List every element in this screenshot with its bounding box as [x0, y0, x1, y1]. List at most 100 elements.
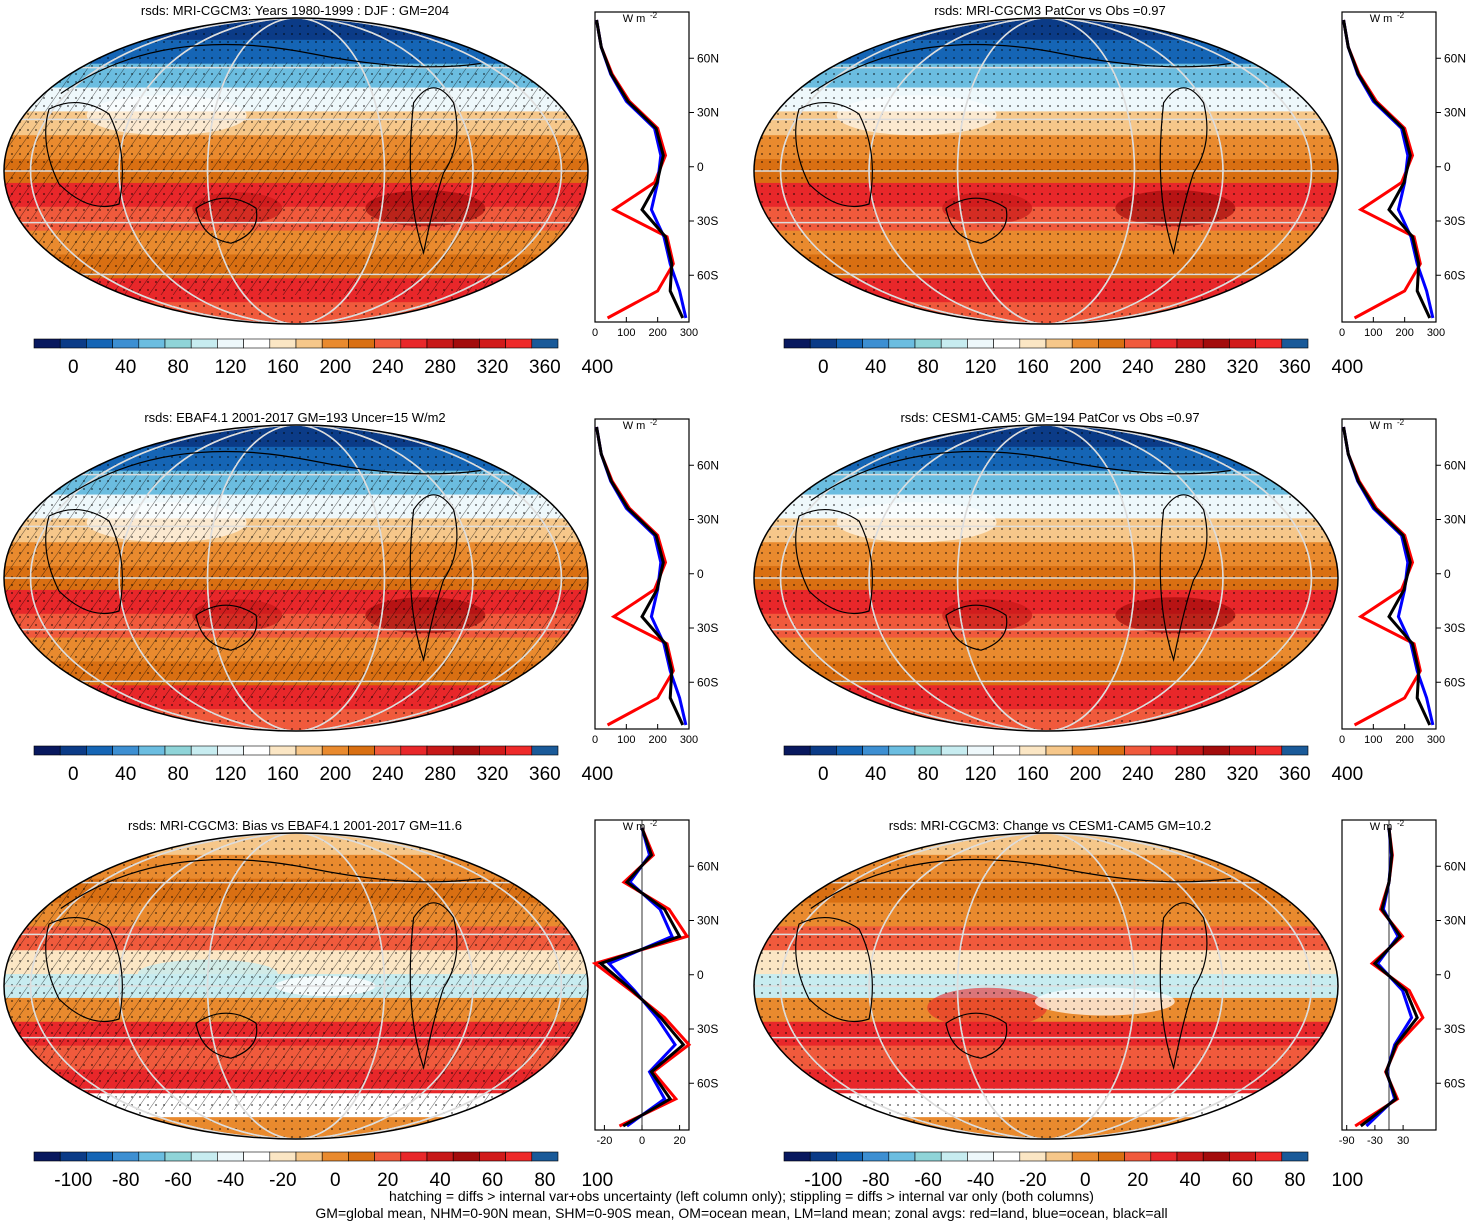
colorbar-swatch	[269, 338, 297, 349]
colorbar-tick-label: 0	[68, 764, 79, 785]
colorbar-swatch	[86, 745, 113, 756]
colorbar-swatch	[888, 745, 916, 756]
zonal-x-label: 0	[592, 734, 598, 746]
colorbar-swatch	[1045, 338, 1073, 349]
zonal-lat-label: 60N	[697, 859, 719, 873]
colorbar-swatch	[1098, 338, 1125, 349]
colorbar-tick-label: 20	[377, 1170, 398, 1191]
zonal-lat-label: 60S	[697, 268, 718, 282]
zonal-line-all	[1342, 426, 1432, 726]
map-gridline	[29, 18, 563, 324]
coastline	[60, 450, 481, 501]
zonal-lat-label: 60S	[697, 675, 718, 689]
zonal-average-plot: W m -2 60N 30N 0 30S 60S -90 -30 30	[1339, 819, 1466, 1147]
colorbar-tick-label: 0	[68, 357, 79, 378]
colorbar-tick-label: 0	[818, 764, 829, 785]
map-border	[3, 424, 589, 732]
zonal-average-plot: W m -2 60N 30N 0 30S 60S 0 100 200 300	[592, 11, 719, 339]
map-border	[753, 424, 1339, 732]
colorbar-swatch	[1019, 338, 1047, 349]
colorbar-tick-label: 320	[1227, 357, 1259, 378]
map-hatching	[4, 469, 588, 702]
colorbar-swatch	[940, 745, 968, 756]
zonal-x-label: 200	[1395, 327, 1413, 339]
colorbar-swatch	[164, 745, 192, 756]
map-title: rsds: MRI-CGCM3: Years 1980-1999 : DJF :…	[140, 3, 450, 18]
global-map	[753, 832, 1339, 1140]
colorbar-swatch	[914, 1151, 942, 1162]
colorbar-tick-label: 40	[115, 357, 136, 378]
zonal-units-exponent: -2	[650, 418, 658, 427]
colorbar-swatch	[531, 338, 559, 349]
map-hatching	[4, 62, 588, 295]
zonal-lat-label: 60N	[1444, 859, 1466, 873]
colorbar-swatch	[452, 1151, 480, 1162]
colorbar-swatch	[217, 1151, 244, 1162]
colorbar-swatch	[783, 338, 811, 349]
colorbar-swatch	[836, 1151, 863, 1162]
colorbar-swatch	[295, 745, 323, 756]
zonal-lat-label: 30N	[1444, 106, 1466, 120]
zonal-lat-label: 60S	[1444, 1076, 1465, 1090]
colorbar-swatch	[217, 745, 244, 756]
colorbar-swatch	[940, 338, 968, 349]
colorbar-swatch	[1229, 1151, 1256, 1162]
zonal-x-label: 300	[1427, 734, 1445, 746]
colorbar-swatch	[295, 338, 323, 349]
colorbar: -100 -80 -60 -40 -20 0 20 40 60 80 100	[783, 1151, 1363, 1191]
colorbar-swatch	[426, 338, 454, 349]
map-border	[753, 17, 1339, 325]
colorbar-swatch	[1150, 745, 1178, 756]
zonal-units-label: W m	[1370, 420, 1393, 432]
colorbar-swatch	[809, 1151, 837, 1162]
zonal-x-label: 0	[1339, 734, 1345, 746]
zonal-line-land	[591, 827, 692, 1128]
zonal-line-all	[1359, 827, 1419, 1128]
zonal-lat-label: 0	[697, 160, 704, 174]
colorbar-swatch	[348, 1151, 375, 1162]
colorbar-swatch	[164, 338, 192, 349]
colorbar-tick-label: 160	[267, 764, 299, 785]
colorbar-tick-label: 160	[267, 357, 299, 378]
colorbar-swatch	[400, 1151, 428, 1162]
zonal-lat-label: 60S	[1444, 268, 1465, 282]
colorbar-tick-label: 400	[581, 764, 613, 785]
colorbar-tick-label: 40	[430, 1170, 451, 1191]
zonal-x-label: 0	[1339, 327, 1345, 339]
zonal-x-label: 300	[1427, 327, 1445, 339]
colorbar-tick-label: 0	[818, 357, 829, 378]
colorbar: -100 -80 -60 -40 -20 0 20 40 60 80 100	[33, 1151, 613, 1191]
global-map	[3, 424, 589, 732]
zonal-lat-label: 0	[1444, 968, 1451, 982]
colorbar: 0 40 80 120 160 200 240 280 320 360 400	[783, 338, 1363, 378]
colorbar-tick-label: 360	[529, 764, 561, 785]
zonal-x-label: 300	[680, 327, 698, 339]
zonal-units-label: W m	[623, 420, 646, 432]
zonal-lat-label: 30N	[697, 106, 719, 120]
colorbar-swatch	[993, 1151, 1021, 1162]
map-gridline	[779, 18, 1313, 324]
colorbar-tick-label: -60	[164, 1170, 191, 1191]
coastline	[795, 508, 873, 615]
global-map	[3, 832, 589, 1140]
map-gridline	[206, 425, 386, 731]
zonal-lat-label: 0	[697, 567, 704, 581]
colorbar-swatch	[967, 745, 994, 756]
colorbar-swatch	[967, 338, 994, 349]
colorbar-swatch	[1176, 338, 1204, 349]
map-gridline	[29, 425, 563, 731]
colorbar: 0 40 80 120 160 200 240 280 320 360 400	[783, 745, 1363, 785]
colorbar-swatch	[59, 1151, 87, 1162]
map-title: rsds: EBAF4.1 2001-2017 GM=193 Uncer=15 …	[144, 410, 446, 425]
colorbar-tick-label: 320	[477, 764, 509, 785]
colorbar-tick-label: 320	[477, 357, 509, 378]
map-hatching	[4, 877, 588, 1110]
coastline	[1159, 87, 1208, 256]
colorbar-tick-label: 100	[1331, 1170, 1363, 1191]
colorbar-tick-label: 120	[215, 764, 247, 785]
colorbar-tick-label: 360	[1279, 357, 1311, 378]
colorbar-tick-label: 200	[1069, 764, 1101, 785]
colorbar-tick-label: 240	[372, 357, 404, 378]
zonal-lat-label: 60N	[697, 458, 719, 472]
colorbar-swatch	[479, 745, 506, 756]
